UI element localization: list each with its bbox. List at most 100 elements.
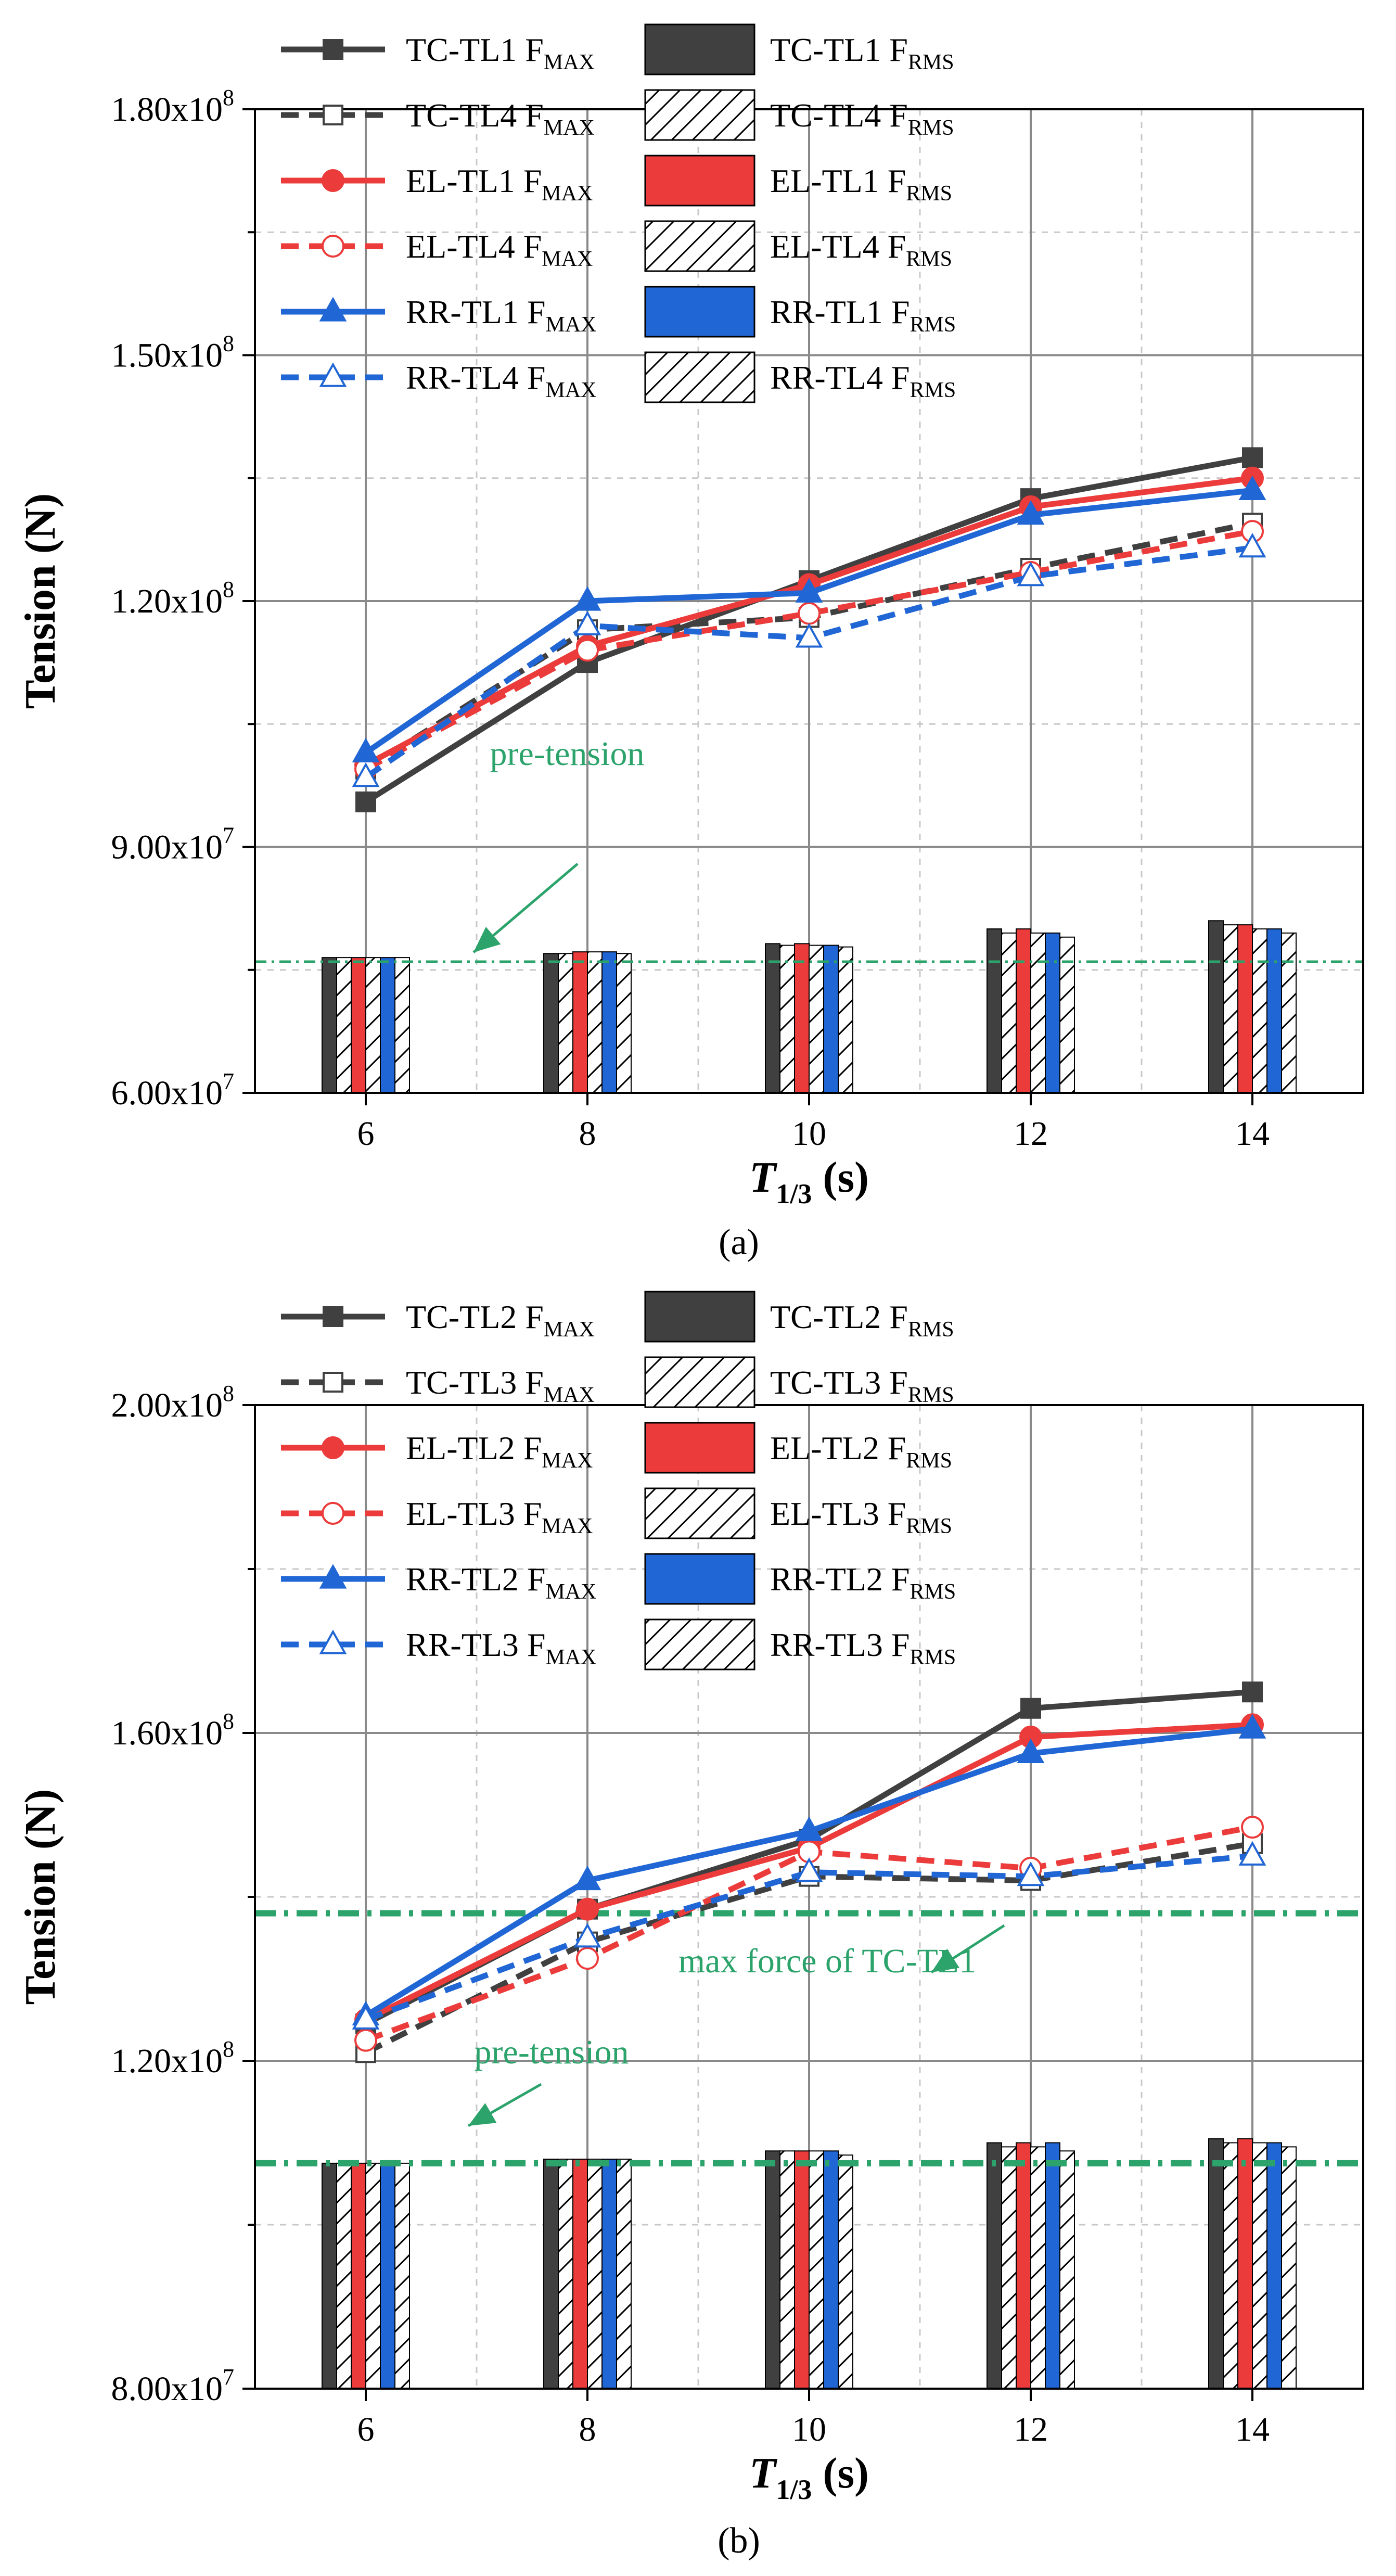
legend-label-tc-tl3-rms: TC-TL3 FRMS [770,1364,954,1407]
legend-marker-tc-tl3 [323,1372,343,1393]
panel-label: (b) [718,2521,760,2561]
annotation-arrowhead [931,1948,959,1972]
marker-rr-tl2 [573,1865,601,1891]
bar-el-tl3-rms [1252,2142,1267,2389]
bar-rr-tl4-rms [616,953,632,1093]
bar-el-tl2-rms [572,2159,588,2389]
legend-marker-rr-tl4 [319,362,347,387]
bar-tc-tl2-rms [987,2142,1002,2389]
bar-el-tl1-rms [1237,924,1253,1093]
bar-el-tl1-rms [572,951,588,1093]
bar-rr-tl4-rms [838,946,853,1094]
marker-rr-tl4 [352,762,380,787]
bar-el-tl3-rms [1030,2146,1046,2389]
line-rr-tl3-max [365,1853,1253,2023]
x-axis-title: T1/3 (s) [749,1153,869,1209]
y-tick-label: 1.20x108 [111,577,235,620]
bar-rr-tl2-rms [1045,2142,1060,2389]
legend-marker-tc-tl2 [323,1306,343,1327]
bar-tc-tl2-rms [543,2159,559,2389]
bar-el-tl3-rms [365,2162,381,2389]
bar-el-tl2-rms [1237,2138,1253,2389]
bar-tc-tl4-rms [336,957,352,1093]
bar-tc-tl1-rms [1208,920,1224,1093]
chart-panel-b: 8.00x107 1.20x108 1.60x108 2.00x108 6 8 10 12 14… [16,1291,1364,2561]
bar-tc-tl1-rms [765,943,780,1093]
annotation-label: pre-tension [490,735,645,773]
bar-el-tl2-rms [794,2150,810,2389]
legend-swatch-rr-tl4-rms [644,351,755,403]
legend-label-el-tl4-rms: EL-TL4 FRMS [770,228,952,271]
annotation-label: max force of TC-TL1 [678,1942,976,1980]
legend-marker-el-tl4 [322,235,344,258]
legend-label-tc-tl2-rms: TC-TL2 FRMS [770,1298,954,1342]
bar-el-tl2-rms [1016,2142,1031,2389]
legend-swatch-el-tl2-rms [644,1422,755,1474]
bar-tc-tl4-rms [1001,932,1017,1093]
marker-rr-tl2 [1238,1714,1266,1739]
marker-rr-tl1 [573,586,601,611]
x-axis-title: T1/3 (s) [749,2449,869,2505]
marker-rr-tl3 [1238,1841,1266,1866]
y-tick-label: 2.00x108 [111,1381,235,1424]
bar-rr-tl3-rms [394,2162,410,2389]
x-tick-label: 10 [792,1115,826,1153]
marker-el-tl4 [798,602,821,625]
legend-label-rr-tl1-rms: RR-TL1 FRMS [770,294,956,337]
y-tick-label: 1.80x108 [111,85,235,129]
bar-tc-tl3-rms [558,2159,573,2389]
marker-tc-tl2 [1020,1698,1041,1719]
legend-label-rr-tl3-max: RR-TL3 FMAX [406,1626,596,1669]
x-tick-label: 6 [357,1115,375,1153]
bar-rr-tl1-rms [1266,928,1282,1093]
marker-rr-tl3 [795,1857,823,1882]
x-tick-label: 8 [579,2411,596,2449]
legend-marker-tc-tl1 [323,39,343,60]
y-tick-label: 1.20x108 [111,2036,235,2080]
y-tick-label: 9.00x107 [111,823,235,866]
bar-tc-tl2-rms [765,2150,780,2389]
chart-panel-a: 6.00x107 9.00x107 1.20x108 1.50x108 1.80x108… [16,23,1364,1263]
marker-tc-tl1 [1242,447,1263,468]
legend-swatch-tc-tl4-rms [644,89,755,141]
legend-marker-el-tl3 [322,1502,344,1525]
bar-rr-tl4-rms [1281,932,1297,1093]
bar-el-tl3-rms [587,2159,603,2389]
marker-rr-tl4 [573,610,601,635]
x-tick-label: 8 [579,1115,596,1153]
legend-label-rr-tl1-max: RR-TL1 FMAX [406,294,596,337]
marker-el-tl2 [576,1897,599,1921]
bar-el-tl1-rms [794,943,810,1093]
annotation-arrowhead [473,926,501,952]
y-axis-title: Tension (N) [16,493,65,709]
marker-el-tl3 [576,1947,599,1970]
legend-label-el-tl4-max: EL-TL4 FMAX [406,228,593,271]
legend-label-tc-tl3-max: TC-TL3 FMAX [406,1364,595,1407]
bar-rr-tl1-rms [601,951,617,1093]
bar-rr-tl2-rms [1266,2142,1282,2389]
bar-rr-tl4-rms [394,957,410,1093]
bar-tc-tl3-rms [779,2150,795,2389]
marker-rr-tl2 [1017,1738,1045,1764]
marker-rr-tl1 [795,578,823,603]
bar-tc-tl3-rms [1001,2146,1017,2389]
bar-tc-tl2-rms [322,2162,337,2389]
bar-tc-tl1-rms [322,957,337,1093]
legend-swatch-el-tl4-rms [644,220,755,272]
legend-marker-rr-tl2 [319,1564,347,1589]
legend-swatch-el-tl1-rms [644,155,755,207]
legend-label-rr-tl3-rms: RR-TL3 FRMS [770,1626,956,1669]
legend-label-el-tl2-rms: EL-TL2 FRMS [770,1430,952,1473]
annotation-arrowhead [468,2103,497,2126]
legend-label-tc-tl1-rms: TC-TL1 FRMS [770,31,954,74]
marker-rr-tl4 [1238,532,1266,558]
marker-rr-tl3 [573,1923,601,1948]
y-tick-label: 8.00x107 [111,2364,235,2408]
x-tick-label: 12 [1014,2411,1048,2449]
bar-rr-tl3-rms [1281,2146,1297,2389]
legend-swatch-rr-tl3-rms [644,1618,755,1670]
bar-el-tl4-rms [1030,932,1046,1093]
legend-label-rr-tl4-max: RR-TL4 FMAX [406,359,596,402]
x-tick-label: 14 [1235,1115,1270,1153]
x-tick-label: 6 [357,2411,375,2449]
